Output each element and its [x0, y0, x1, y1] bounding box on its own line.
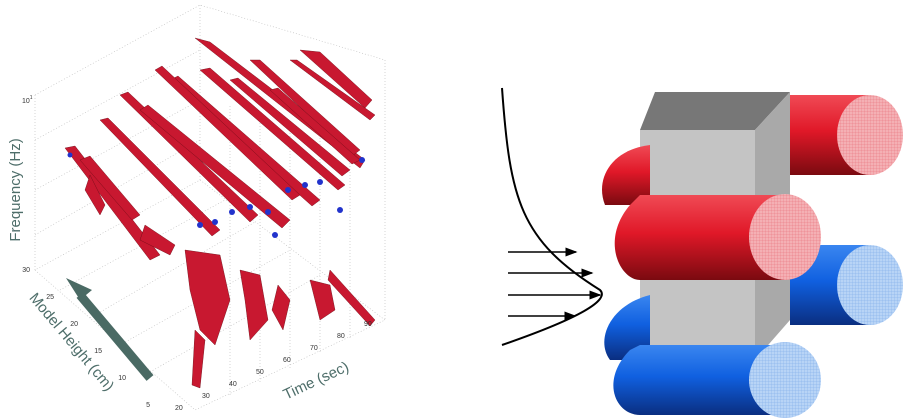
x-tick-label: 60	[283, 357, 291, 364]
y-tick-label: 30	[22, 267, 30, 274]
z-tick-base: 10	[22, 98, 30, 105]
y-tick-label: 20	[70, 321, 78, 328]
height-arrow-head	[66, 278, 92, 300]
y-tick-label: 10	[118, 375, 126, 382]
red-tube-front-end	[749, 194, 821, 280]
x-axis-label: Time (sec)	[281, 358, 352, 403]
velocity-profile	[502, 88, 602, 345]
x-tick-label: 50	[256, 369, 264, 376]
x-tick-label: 70	[310, 345, 318, 352]
x-tick-label: 40	[229, 381, 237, 388]
x-tick-label: 30	[202, 393, 210, 400]
x-tick-label: 90	[364, 321, 372, 328]
y-tick-label: 5	[146, 402, 150, 409]
figure: 101 Frequency (Hz) Model Height (cm) Tim…	[0, 0, 904, 419]
y-axis-label: Model Height (cm)	[26, 290, 118, 395]
blue-tube-front-end	[749, 342, 821, 418]
y-tick-label: 25	[46, 294, 54, 301]
z-tick-exponent: 1	[30, 95, 33, 101]
x-tick-label: 20	[175, 405, 183, 412]
y-tick-label: 15	[94, 348, 102, 355]
x-tick-label: 80	[337, 333, 345, 340]
z-axis-label: Frequency (Hz)	[7, 138, 24, 241]
red-tube-end	[837, 95, 903, 175]
z-tick-label: 101	[22, 95, 33, 105]
flow-arrows	[508, 252, 600, 316]
blue-tube-end	[837, 245, 903, 325]
